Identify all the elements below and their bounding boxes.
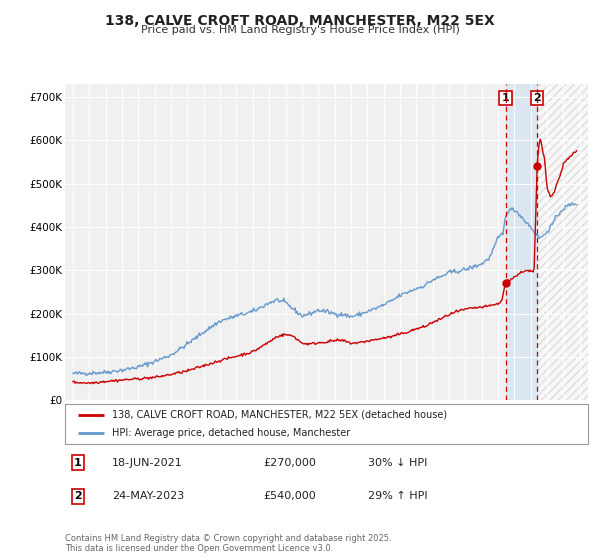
Text: 24-MAY-2023: 24-MAY-2023 <box>112 491 184 501</box>
Text: HPI: Average price, detached house, Manchester: HPI: Average price, detached house, Manc… <box>112 428 350 438</box>
Bar <box>537 84 588 400</box>
Text: 1: 1 <box>74 458 82 468</box>
Text: 138, CALVE CROFT ROAD, MANCHESTER, M22 5EX: 138, CALVE CROFT ROAD, MANCHESTER, M22 5… <box>105 14 495 28</box>
Text: Price paid vs. HM Land Registry's House Price Index (HPI): Price paid vs. HM Land Registry's House … <box>140 25 460 35</box>
Text: £540,000: £540,000 <box>263 491 316 501</box>
Text: 18-JUN-2021: 18-JUN-2021 <box>112 458 182 468</box>
Text: 2: 2 <box>533 93 541 103</box>
Text: 30% ↓ HPI: 30% ↓ HPI <box>368 458 428 468</box>
FancyBboxPatch shape <box>65 404 588 444</box>
Text: 29% ↑ HPI: 29% ↑ HPI <box>368 491 428 501</box>
Bar <box>506 84 537 400</box>
Text: 138, CALVE CROFT ROAD, MANCHESTER, M22 5EX (detached house): 138, CALVE CROFT ROAD, MANCHESTER, M22 5… <box>112 410 447 419</box>
Text: 1: 1 <box>502 93 509 103</box>
Text: £270,000: £270,000 <box>263 458 316 468</box>
Text: Contains HM Land Registry data © Crown copyright and database right 2025.
This d: Contains HM Land Registry data © Crown c… <box>65 534 391 553</box>
Text: 2: 2 <box>74 491 82 501</box>
